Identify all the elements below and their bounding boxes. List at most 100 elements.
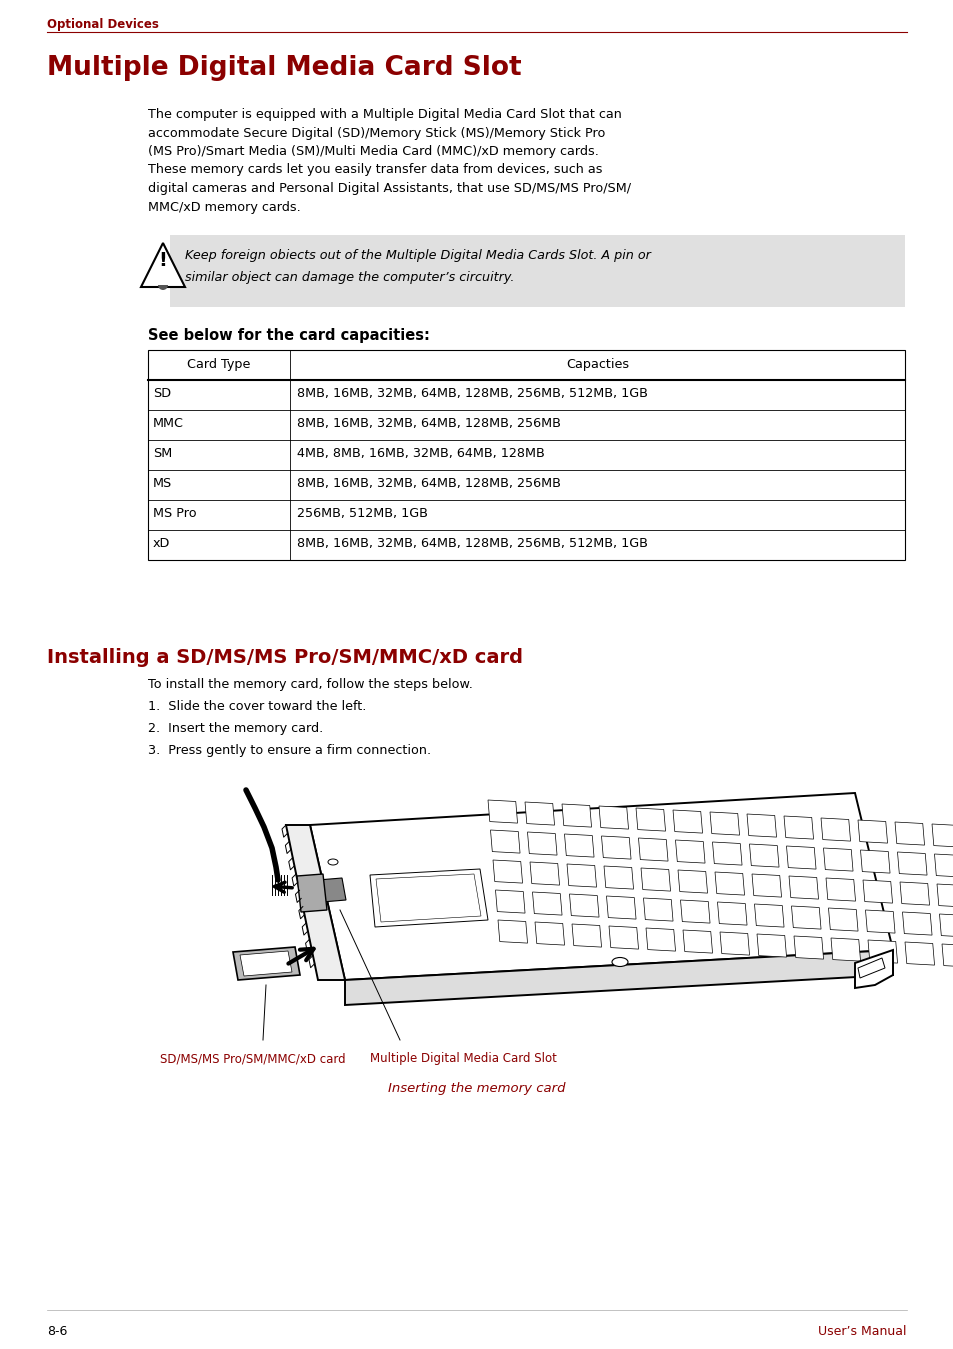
- Text: To install the memory card, follow the steps below.: To install the memory card, follow the s…: [148, 679, 473, 691]
- Text: Inserting the memory card: Inserting the memory card: [388, 1082, 565, 1095]
- Polygon shape: [897, 853, 926, 876]
- Polygon shape: [643, 898, 673, 921]
- Polygon shape: [679, 900, 709, 923]
- Text: Optional Devices: Optional Devices: [47, 18, 159, 31]
- Polygon shape: [854, 950, 892, 987]
- Polygon shape: [286, 826, 345, 979]
- Text: MMC/xD memory cards.: MMC/xD memory cards.: [148, 201, 300, 213]
- Polygon shape: [370, 869, 488, 927]
- Polygon shape: [894, 822, 923, 844]
- Text: See below for the card capacities:: See below for the card capacities:: [148, 328, 430, 343]
- Polygon shape: [645, 928, 675, 951]
- Polygon shape: [495, 890, 524, 913]
- Polygon shape: [233, 947, 299, 979]
- Polygon shape: [493, 861, 522, 884]
- Polygon shape: [640, 867, 670, 892]
- Polygon shape: [608, 925, 638, 950]
- Polygon shape: [712, 842, 741, 865]
- Polygon shape: [754, 904, 783, 927]
- Polygon shape: [527, 832, 557, 855]
- Polygon shape: [532, 892, 561, 915]
- Polygon shape: [941, 944, 953, 967]
- Polygon shape: [751, 874, 781, 897]
- Text: digital cameras and Personal Digital Assistants, that use SD/MS/MS Pro/SM/: digital cameras and Personal Digital Ass…: [148, 182, 630, 196]
- Polygon shape: [746, 813, 776, 838]
- Text: xD: xD: [152, 537, 171, 550]
- Text: Multiple Digital Media Card Slot: Multiple Digital Media Card Slot: [370, 1052, 557, 1064]
- Text: SD/MS/MS Pro/SM/MMC/xD card: SD/MS/MS Pro/SM/MMC/xD card: [160, 1052, 345, 1064]
- Polygon shape: [524, 803, 554, 826]
- Polygon shape: [717, 902, 746, 925]
- Text: 8-6: 8-6: [47, 1325, 68, 1338]
- Polygon shape: [345, 950, 892, 1005]
- Polygon shape: [497, 920, 527, 943]
- Polygon shape: [936, 884, 953, 907]
- Polygon shape: [598, 805, 628, 830]
- Polygon shape: [375, 874, 480, 921]
- Polygon shape: [310, 793, 892, 979]
- Polygon shape: [939, 915, 953, 938]
- Polygon shape: [714, 871, 743, 896]
- Text: Installing a SD/MS/MS Pro/SM/MMC/xD card: Installing a SD/MS/MS Pro/SM/MMC/xD card: [47, 648, 522, 666]
- Polygon shape: [862, 880, 892, 902]
- Polygon shape: [601, 836, 630, 859]
- Polygon shape: [682, 929, 712, 954]
- Polygon shape: [867, 940, 897, 963]
- Polygon shape: [678, 870, 707, 893]
- Polygon shape: [317, 878, 346, 902]
- Polygon shape: [636, 808, 665, 831]
- Bar: [148, 349, 904, 560]
- Polygon shape: [535, 921, 564, 946]
- Polygon shape: [899, 882, 928, 905]
- Polygon shape: [902, 912, 931, 935]
- Text: 3.  Press gently to ensure a firm connection.: 3. Press gently to ensure a firm connect…: [148, 745, 431, 757]
- Polygon shape: [488, 800, 517, 823]
- Polygon shape: [821, 817, 850, 840]
- Text: 256MB, 512MB, 1GB: 256MB, 512MB, 1GB: [296, 507, 428, 519]
- Polygon shape: [864, 911, 894, 934]
- Polygon shape: [720, 932, 749, 955]
- Ellipse shape: [612, 958, 627, 966]
- Text: These memory cards let you easily transfer data from devices, such as: These memory cards let you easily transf…: [148, 163, 602, 177]
- Polygon shape: [296, 874, 327, 912]
- Polygon shape: [785, 846, 815, 869]
- Text: User’s Manual: User’s Manual: [818, 1325, 906, 1338]
- Text: Capacties: Capacties: [565, 357, 628, 371]
- Polygon shape: [141, 243, 185, 287]
- Text: MS: MS: [152, 478, 172, 490]
- Text: 8MB, 16MB, 32MB, 64MB, 128MB, 256MB: 8MB, 16MB, 32MB, 64MB, 128MB, 256MB: [296, 417, 560, 430]
- Polygon shape: [857, 820, 886, 843]
- Polygon shape: [603, 866, 633, 889]
- Polygon shape: [793, 936, 822, 959]
- Text: The computer is equipped with a Multiple Digital Media Card Slot that can: The computer is equipped with a Multiple…: [148, 108, 621, 121]
- Text: Card Type: Card Type: [187, 357, 251, 371]
- Text: accommodate Secure Digital (SD)/Memory Stick (MS)/Memory Stick Pro: accommodate Secure Digital (SD)/Memory S…: [148, 127, 605, 139]
- Polygon shape: [490, 830, 519, 853]
- Polygon shape: [825, 878, 855, 901]
- Polygon shape: [857, 958, 884, 978]
- Polygon shape: [860, 850, 889, 873]
- Text: 4MB, 8MB, 16MB, 32MB, 64MB, 128MB: 4MB, 8MB, 16MB, 32MB, 64MB, 128MB: [296, 447, 544, 460]
- Polygon shape: [675, 840, 704, 863]
- Polygon shape: [757, 934, 785, 956]
- Text: (MS Pro)/Smart Media (SM)/Multi Media Card (MMC)/xD memory cards.: (MS Pro)/Smart Media (SM)/Multi Media Ca…: [148, 144, 598, 158]
- Text: similar object can damage the computer’s circuitry.: similar object can damage the computer’s…: [185, 271, 514, 285]
- Polygon shape: [561, 804, 591, 827]
- Polygon shape: [240, 951, 292, 975]
- Text: 1.  Slide the cover toward the left.: 1. Slide the cover toward the left.: [148, 700, 366, 714]
- Text: 8MB, 16MB, 32MB, 64MB, 128MB, 256MB: 8MB, 16MB, 32MB, 64MB, 128MB, 256MB: [296, 478, 560, 490]
- Text: !: !: [158, 251, 168, 271]
- Polygon shape: [564, 834, 594, 857]
- Polygon shape: [569, 894, 598, 917]
- Polygon shape: [783, 816, 813, 839]
- Polygon shape: [931, 824, 953, 847]
- Polygon shape: [827, 908, 857, 931]
- Polygon shape: [904, 942, 934, 965]
- Text: SD: SD: [152, 387, 171, 401]
- Text: Multiple Digital Media Card Slot: Multiple Digital Media Card Slot: [47, 55, 521, 81]
- Text: 8MB, 16MB, 32MB, 64MB, 128MB, 256MB, 512MB, 1GB: 8MB, 16MB, 32MB, 64MB, 128MB, 256MB, 512…: [296, 387, 647, 401]
- Polygon shape: [822, 849, 852, 871]
- Text: SM: SM: [152, 447, 172, 460]
- Polygon shape: [530, 862, 559, 885]
- Polygon shape: [709, 812, 739, 835]
